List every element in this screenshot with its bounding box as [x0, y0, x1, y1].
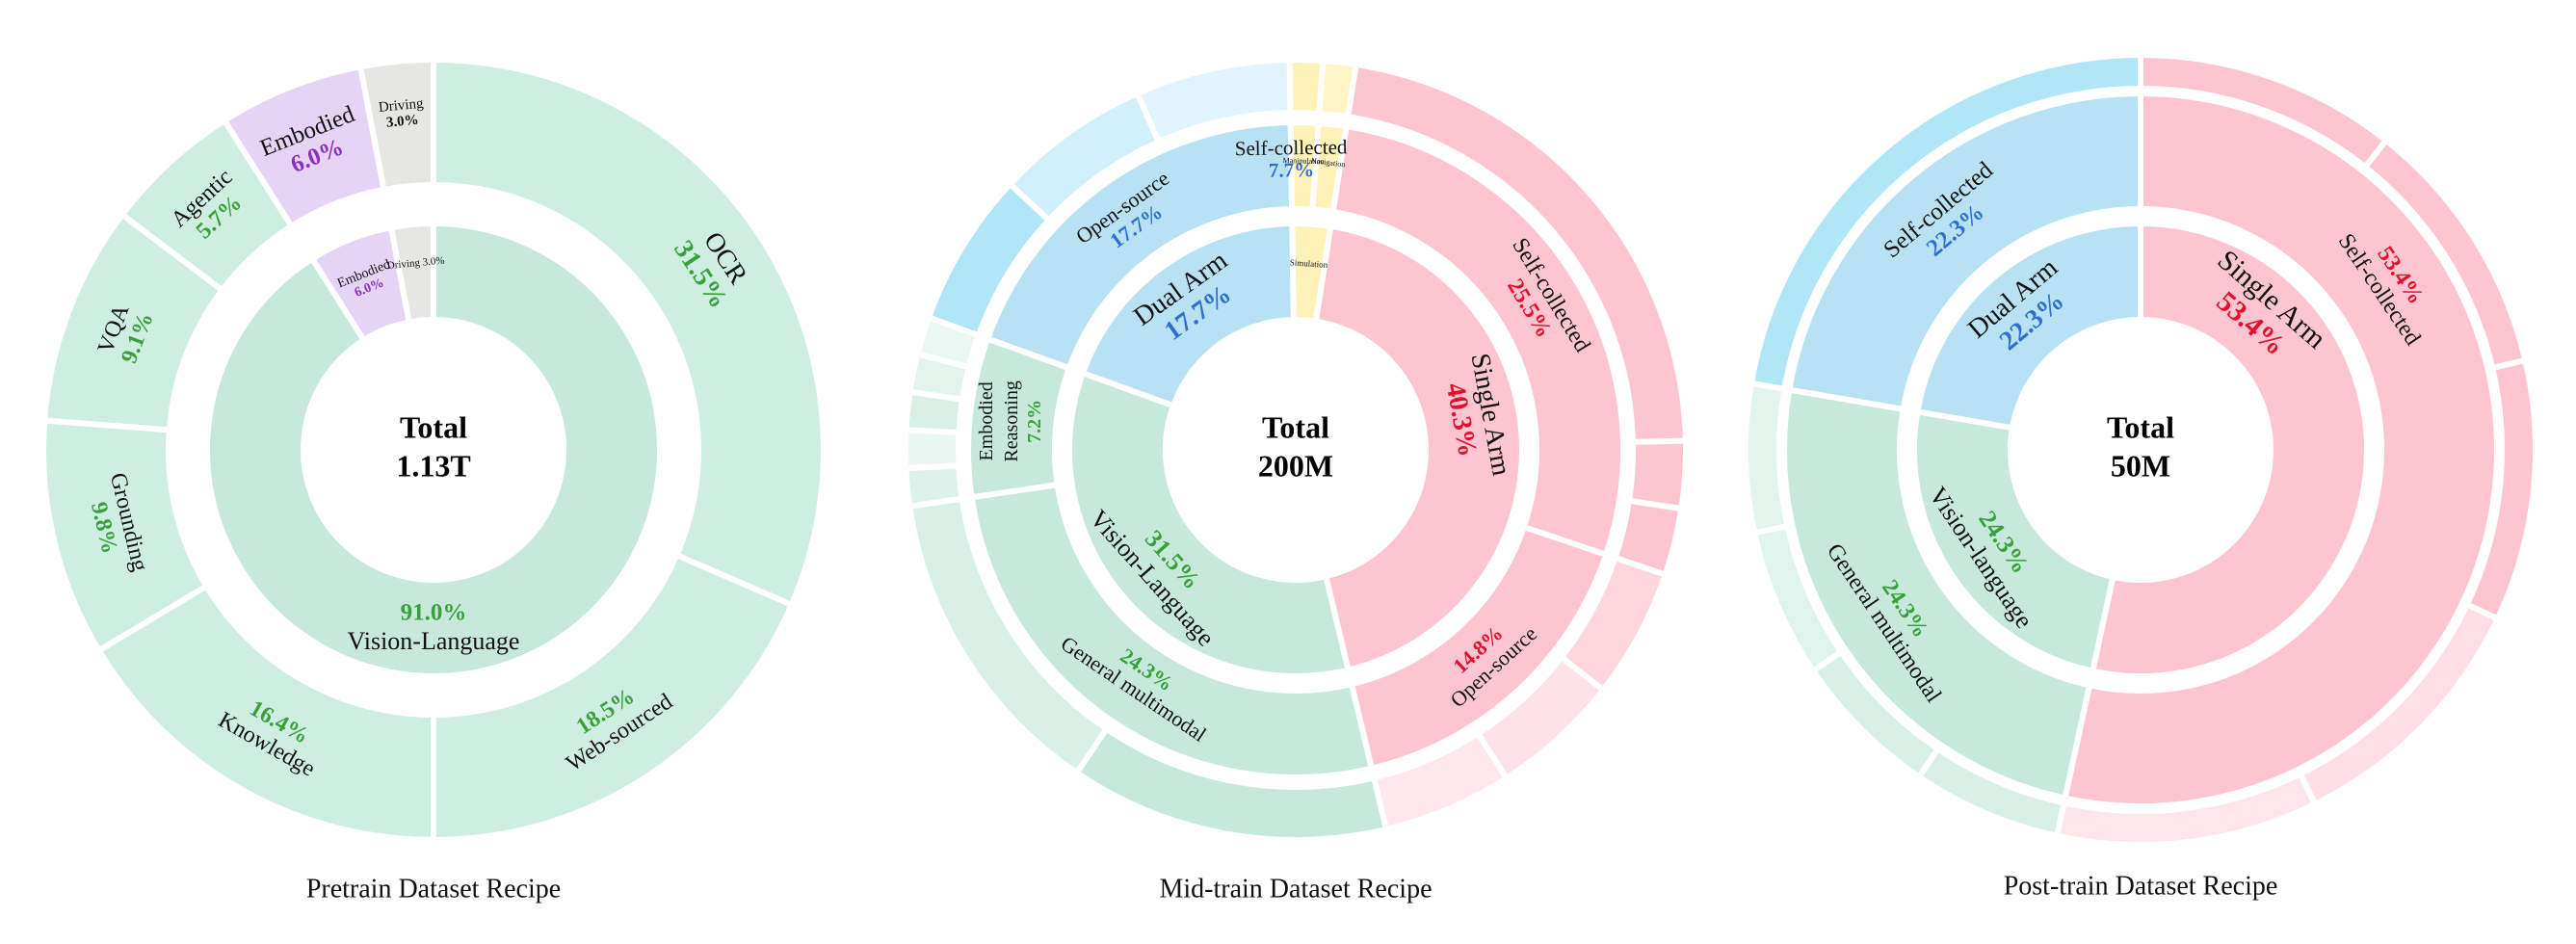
outer-slice-web-sourced [431, 551, 796, 844]
outer-piece-reasoning-0 [903, 462, 966, 511]
center-total-value: 50M [2111, 448, 2170, 483]
chart-caption: Pretrain Dataset Recipe [306, 874, 561, 904]
center-hole [2013, 323, 2268, 577]
outer-slice-ocr [431, 56, 827, 609]
outer-piece-sim-1 [1316, 57, 1360, 120]
outer-piece-dual-0 [1748, 51, 2143, 393]
inner-slice-dual-arm [1079, 220, 1297, 410]
inner-driving-label: Driving 3.0% [386, 255, 445, 273]
middle-slice-dual-self-collected [1785, 90, 2143, 413]
middle-navigation-label: Navigation [1311, 156, 1346, 169]
chart-caption: Mid-train Dataset Recipe [1159, 874, 1432, 904]
middle-slice-navigation [1309, 119, 1350, 216]
outer-slice-driving [356, 56, 436, 194]
middle-slice-single-self-collected [2061, 90, 2500, 809]
middle-dual-self-collected-percent: 7.7% [1269, 158, 1315, 182]
middle-slice-single-self-collected [1329, 122, 1626, 559]
center-total-label: Total [400, 409, 467, 444]
inner-slice-simulation [1289, 221, 1334, 326]
chart-caption: Post-train Dataset Recipe [2004, 871, 2278, 901]
middle-embodied-reasoning-label-1: Embodied [976, 381, 997, 460]
inner-slice-vision-language [1911, 407, 2116, 675]
inner-slice-driving [387, 220, 436, 326]
inner-slice-vision-language [1066, 369, 1353, 679]
outer-piece-reasoning-1 [903, 427, 962, 472]
inner-simulation-label: Simulation [1289, 257, 1328, 270]
center-total-value: 1.13T [396, 448, 470, 483]
middle-slice-general-multimodal [968, 481, 1376, 780]
outer-piece-vl-3 [1743, 380, 1791, 537]
middle-manipulation-label: Manipulation [1282, 156, 1324, 166]
center-hole [1169, 323, 1423, 577]
inner-slice-single-arm [1312, 223, 1525, 674]
center-total-value: 200M [1258, 448, 1333, 483]
outer-driving-percent: 3.0% [385, 113, 419, 131]
outer-piece-single-self-b-0 [1625, 437, 1689, 512]
outer-driving-label: Driving [378, 96, 424, 116]
inner-vision-language-label: Vision-Language [348, 627, 520, 655]
inner-slice-dual-arm [1913, 220, 2143, 432]
middle-embodied-reasoning-label-2: Reasoning [1001, 380, 1022, 461]
center-hole [306, 323, 561, 577]
inner-slice-single-arm [2089, 220, 2371, 679]
center-total-label: Total [1262, 409, 1329, 444]
middle-dual-self-collected-label: Self-collected [1235, 135, 1348, 160]
inner-vision-language-percent: 91.0% [401, 600, 467, 626]
middle-embodied-reasoning-percent: 7.2% [1024, 400, 1045, 443]
center-total-label: Total [2107, 409, 2174, 444]
middle-slice-general-multimodal [1780, 386, 2093, 802]
inner-slice-vision-language [204, 220, 663, 679]
